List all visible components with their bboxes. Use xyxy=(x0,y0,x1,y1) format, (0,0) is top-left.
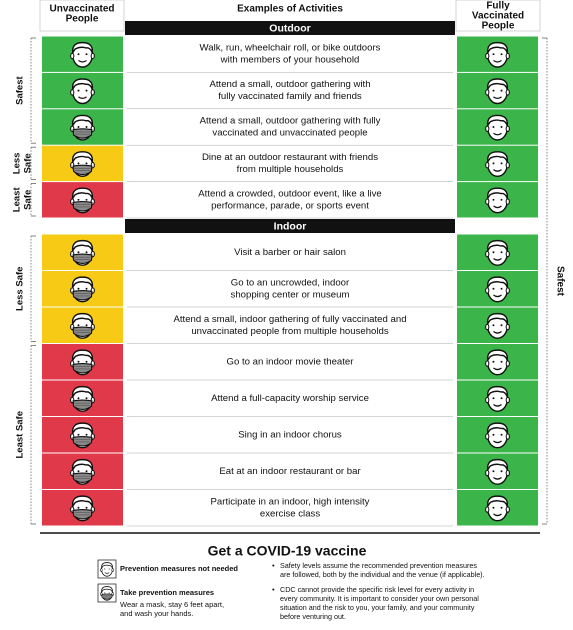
text-line: Vaccinated xyxy=(472,11,524,22)
note-line: every community. It is important to cons… xyxy=(280,594,479,603)
text-line: from multiple households xyxy=(237,164,344,175)
group-label-line: Safe xyxy=(23,190,34,210)
bullet: • xyxy=(272,561,275,570)
text-line: Eat at an indoor restaurant or bar xyxy=(219,466,361,477)
header-box xyxy=(455,0,541,32)
text-line: performance, parade, or sports event xyxy=(211,200,369,211)
text-line: Sing in an indoor chorus xyxy=(238,429,342,440)
note-line: before venturing out. xyxy=(280,612,346,621)
text-line: Walk, run, wheelchair roll, or bike outd… xyxy=(200,43,381,54)
group-label-line: Least xyxy=(12,187,23,213)
text-line: Attend a small, outdoor gathering with f… xyxy=(200,116,381,127)
text-line: Go to an indoor movie theater xyxy=(227,356,355,367)
footer-title: Get a COVID-19 vaccine xyxy=(208,543,367,559)
mask xyxy=(72,508,93,520)
section-title: Outdoor xyxy=(269,22,310,34)
text-line: Attend a small, indoor gathering of full… xyxy=(173,314,406,325)
note-line: are followed, both by the individual and… xyxy=(280,570,485,579)
mask xyxy=(101,593,113,600)
group-label-line: Less Safe xyxy=(15,267,26,311)
mask xyxy=(72,128,93,139)
mask xyxy=(72,472,93,484)
text-line: Attend a crowded, outdoor event, like a … xyxy=(198,188,381,199)
text-line: with members of your household xyxy=(220,55,360,66)
group-label-line: Safe xyxy=(23,153,34,173)
note-line: CDC cannot provide the specific risk lev… xyxy=(280,585,474,594)
legend-title: Prevention measures not needed xyxy=(120,564,238,573)
text-line: Go to an uncrowded, indoor xyxy=(231,277,350,288)
text-line: exercise class xyxy=(260,508,320,519)
header-box xyxy=(39,0,125,32)
bullet: • xyxy=(272,585,275,594)
group-label-line: Less xyxy=(12,153,23,175)
text-line: Visit a barber or hair salon xyxy=(234,247,346,258)
group-label: Less Safe xyxy=(15,267,26,311)
text-line: People xyxy=(482,21,515,32)
legend-line: and wash your hands. xyxy=(120,609,193,618)
text-line: vaccinated and unvaccinated people xyxy=(212,128,367,139)
group-label: Least Safe xyxy=(15,411,26,459)
right-label: Safest xyxy=(554,266,565,297)
group-label-line: Safest xyxy=(15,76,26,105)
section-bar xyxy=(125,21,455,35)
group-label: Safest xyxy=(15,76,26,105)
mask xyxy=(72,362,93,374)
mask xyxy=(72,399,93,411)
right-label-text: Safest xyxy=(554,266,565,297)
section-bar xyxy=(125,219,455,233)
section-title: Indoor xyxy=(274,220,307,232)
legend-title: Take prevention measures xyxy=(120,588,214,597)
text-line: shopping center or museum xyxy=(231,289,350,300)
mask xyxy=(72,253,93,265)
text-line: Dine at an outdoor restaurant with frien… xyxy=(202,152,378,163)
group-label: Less Safe xyxy=(12,153,34,175)
text-line: People xyxy=(66,14,99,25)
mask xyxy=(72,326,93,338)
text-line: fully vaccinated family and friends xyxy=(218,91,362,102)
mask xyxy=(72,435,93,447)
text-line: Unvaccinated xyxy=(49,4,114,15)
text-line: Attend a full-capacity worship service xyxy=(211,393,369,404)
text-line: unvaccinated people from multiple househ… xyxy=(191,326,389,337)
mask xyxy=(72,164,93,176)
note-line: situation and the risk to you, your fami… xyxy=(280,603,475,612)
text-line: Fully xyxy=(486,1,510,12)
note-line: Safety levels assume the recommended pre… xyxy=(280,561,477,570)
text-line: Participate in an indoor, high intensity xyxy=(211,496,370,507)
text-line: Attend a small, outdoor gathering with xyxy=(209,79,370,90)
mask xyxy=(72,200,93,212)
group-label-line: Least Safe xyxy=(15,411,26,459)
header-center: Examples of Activities xyxy=(237,4,343,15)
group-label: Least Safe xyxy=(12,187,34,213)
mask xyxy=(72,289,93,301)
legend-line: Wear a mask, stay 6 feet apart, xyxy=(120,600,224,609)
